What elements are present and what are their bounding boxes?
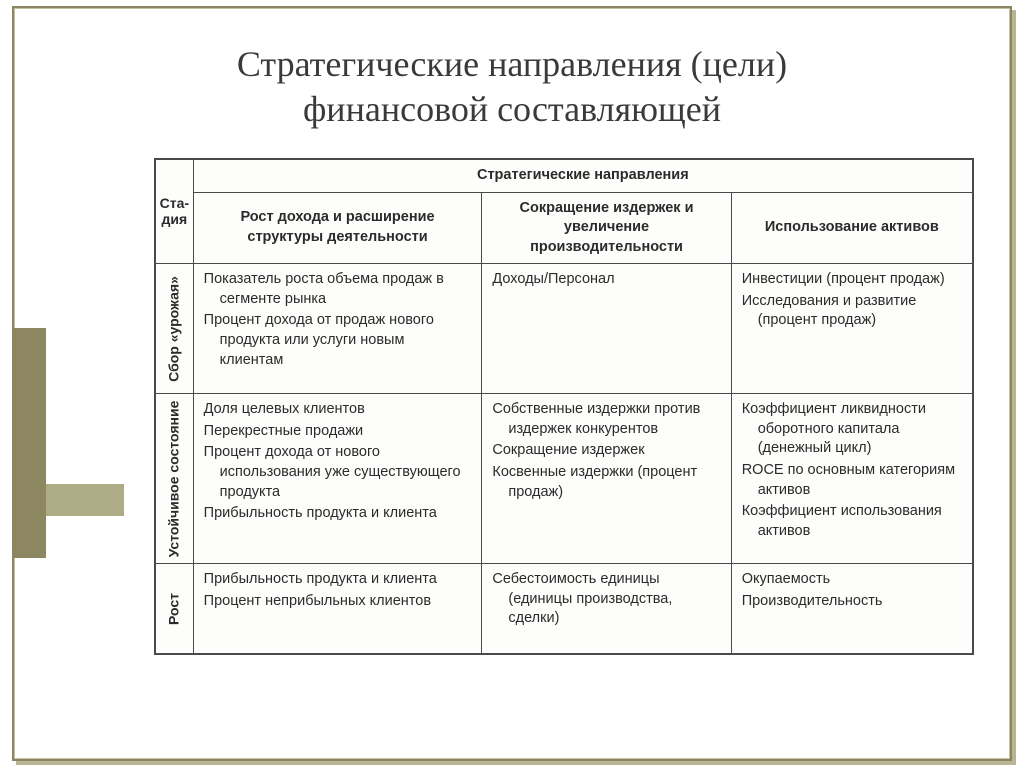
cell-item: Показатель роста объема продаж в сегмент… [220, 270, 472, 309]
stage-cell: Сбор «урожая» [156, 264, 194, 394]
cell-item: Прибыльность продукта и клиента [220, 504, 472, 524]
content-cell: Показатель роста объема продаж в сегмент… [193, 264, 482, 394]
slide-title: Стратегические направления (цели) финанс… [14, 42, 1010, 132]
stage-cell: Устойчивое состояние [156, 394, 194, 564]
cell-item: Инвестиции (процент продаж) [758, 270, 962, 290]
cell-item: Процент дохода от продаж нового продукта… [220, 311, 472, 370]
cell-item: Процент дохода от нового использования у… [220, 443, 472, 502]
header-stage: Ста-дия [156, 160, 194, 264]
content-cell: Прибыльность продукта и клиентаПроцент н… [193, 564, 482, 654]
content-cell: Инвестиции (процент продаж)Исследования … [731, 264, 972, 394]
stage-cell: Рост [156, 564, 194, 654]
title-line-1: Стратегические направления (цели) [237, 44, 787, 84]
cell-item: Сокращение издержек [508, 441, 720, 461]
cell-item: Производительность [758, 592, 962, 612]
header-stage-text: Ста-дия [160, 195, 189, 229]
stage-label: Рост [165, 593, 184, 625]
content-cell: ОкупаемостьПроизводительность [731, 564, 972, 654]
cell-item: Косвенные издержки (процент продаж) [508, 463, 720, 502]
header-col-3: Использование активов [731, 192, 972, 264]
stage-label: Устойчивое состояние [165, 400, 184, 557]
cell-item: Перекрестные продажи [220, 422, 472, 442]
content-cell: Коэффициент ликвидности оборотного капит… [731, 394, 972, 564]
strategy-table: Ста-дия Стратегические направления Рост … [154, 158, 974, 655]
content-cell: Доходы/Персонал [482, 264, 731, 394]
content-cell: Доля целевых клиентовПерекрестные продаж… [193, 394, 482, 564]
cell-item: Прибыльность продукта и клиента [220, 570, 472, 590]
cell-item: Процент неприбыльных клиентов [220, 592, 472, 612]
header-col-1: Рост дохода и расширение структуры деяте… [193, 192, 482, 264]
cell-item: ROCE по основным категориям активов [758, 461, 962, 500]
cell-item: Доходы/Персонал [508, 270, 720, 290]
table-row: Устойчивое состояние Доля целевых клиенто… [156, 394, 973, 564]
table-row: Сбор «урожая» Показатель роста объема про… [156, 264, 973, 394]
header-directions: Стратегические направления [193, 160, 972, 193]
cell-item: Коэффициент ликвидности оборотного капит… [758, 400, 962, 459]
cell-item: Себестоимость единицы (единицы производс… [508, 570, 720, 629]
content-cell: Себестоимость единицы (единицы производс… [482, 564, 731, 654]
cell-item: Исследования и развитие (процент продаж) [758, 292, 962, 331]
cell-item: Коэффициент использования активов [758, 502, 962, 541]
slide-frame: Стратегические направления (цели) финанс… [12, 6, 1012, 761]
stage-label: Сбор «урожая» [165, 276, 184, 382]
accent-bar-vertical [14, 328, 46, 558]
header-col-2: Сокращение издержек и увеличение произво… [482, 192, 731, 264]
content-cell: Собственные издержки против издержек кон… [482, 394, 731, 564]
cell-item: Окупаемость [758, 570, 962, 590]
cell-item: Собственные издержки против издержек кон… [508, 400, 720, 439]
title-line-2: финансовой составляющей [303, 89, 721, 129]
table-row: Рост Прибыльность продукта и клиентаПроце… [156, 564, 973, 654]
cell-item: Доля целевых клиентов [220, 400, 472, 420]
